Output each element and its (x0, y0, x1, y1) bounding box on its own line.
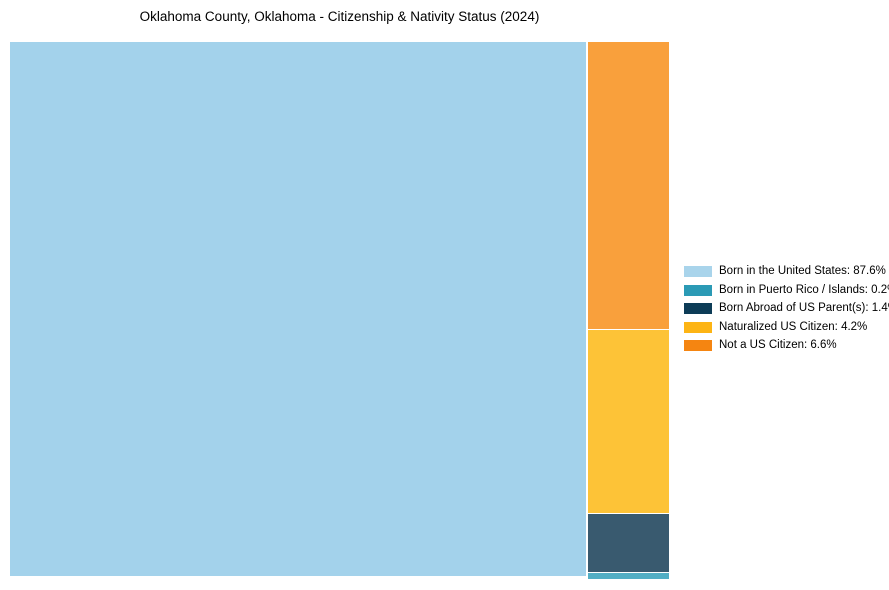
legend-swatch-naturalized-us-citizen (684, 321, 712, 333)
legend-label-born-in-puerto-rico-islands: Born in Puerto Rico / Islands: 0.2% (719, 283, 889, 296)
legend-swatch-born-abroad-of-us-parents (684, 303, 712, 314)
treemap-cell-born-in-puerto-rico-islands[interactable] (588, 573, 669, 579)
treemap-cell-naturalized-us-citizen[interactable] (588, 330, 669, 513)
legend-label-born-abroad-of-us-parents: Born Abroad of US Parent(s): 1.4% (719, 302, 889, 314)
legend-label-not-a-us-citizen: Not a US Citizen: 6.6% (719, 339, 837, 351)
legend-item-born-in-united-states: Born in the United States: 87.6% (684, 265, 889, 277)
legend-label-born-in-united-states: Born in the United States: 87.6% (719, 265, 886, 277)
legend-swatch-born-in-puerto-rico-islands (684, 284, 712, 296)
legend: Born in the United States: 87.6% Born in… (684, 265, 889, 351)
legend-item-born-abroad-of-us-parents: Born Abroad of US Parent(s): 1.4% (684, 302, 889, 314)
chart-title: Oklahoma County, Oklahoma - Citizenship … (139, 9, 540, 24)
treemap-cell-born-abroad-of-us-parents[interactable] (588, 514, 669, 572)
treemap-cell-not-a-us-citizen[interactable] (588, 42, 669, 329)
legend-item-naturalized-us-citizen: Naturalized US Citizen: 4.2% (684, 320, 889, 333)
legend-item-born-in-puerto-rico-islands: Born in Puerto Rico / Islands: 0.2% (684, 283, 889, 296)
legend-swatch-born-in-united-states (684, 266, 712, 277)
legend-item-not-a-us-citizen: Not a US Citizen: 6.6% (684, 339, 889, 351)
treemap-cell-born-in-united-states[interactable] (10, 42, 586, 576)
legend-swatch-not-a-us-citizen (684, 340, 712, 351)
legend-label-naturalized-us-citizen: Naturalized US Citizen: 4.2% (719, 320, 868, 333)
